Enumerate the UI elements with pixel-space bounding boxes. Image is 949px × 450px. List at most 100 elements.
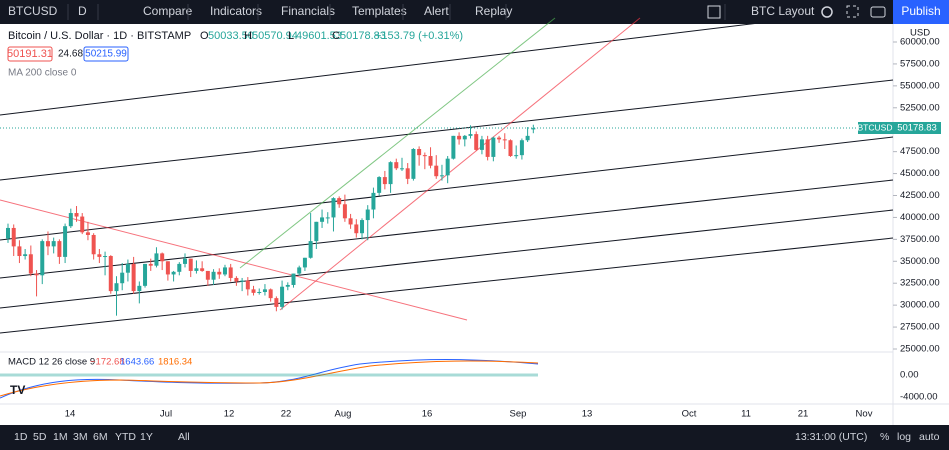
layout-name[interactable]: BTC Layout (751, 4, 815, 18)
time-label: 16 (422, 409, 433, 420)
price-tick-label: 37500.00 (900, 234, 940, 245)
candle-body (399, 168, 404, 170)
scale-option[interactable]: auto (919, 431, 940, 443)
scale-option[interactable]: log (897, 431, 911, 443)
symbol[interactable]: BTCUSD (8, 4, 58, 18)
candle-body (125, 263, 130, 273)
candle-body (325, 217, 330, 219)
candle-body (508, 140, 513, 157)
bottom-bar (0, 425, 949, 450)
time-label: 14 (65, 409, 76, 420)
range-button[interactable]: 1D (14, 431, 28, 443)
fullscreen-icon[interactable] (846, 5, 859, 18)
candle-body (302, 257, 307, 268)
range-button[interactable]: 5D (33, 431, 47, 443)
ohlc-value: 50178.83 (340, 30, 386, 42)
candle-body (131, 263, 136, 292)
candle-body (137, 285, 142, 292)
candle-body (525, 135, 530, 141)
ask: 50215.99 (85, 49, 127, 60)
price-tick-label: 40000.00 (900, 212, 940, 223)
separators (67, 4, 726, 20)
price-tick-label: 45000.00 (900, 168, 940, 179)
candle-body (354, 224, 359, 234)
ask-box[interactable] (83, 46, 129, 62)
range-button[interactable]: All (178, 431, 190, 443)
icon[interactable] (707, 5, 721, 19)
candle-body (51, 241, 56, 247)
candle-body (485, 139, 490, 157)
chart-area (0, 24, 949, 425)
time-label: Nov (856, 409, 873, 420)
ma-label: MA 200 close 0 (8, 68, 77, 79)
candle-body (17, 246, 22, 257)
candle-body (314, 221, 319, 242)
price-tick-label: 47500.00 (900, 146, 940, 157)
trend-line (279, 17, 641, 311)
candle-body (411, 149, 416, 179)
candle-body (222, 267, 227, 275)
candle-body (531, 128, 536, 130)
candle-body (211, 271, 216, 280)
candle-body (143, 263, 148, 286)
range-button[interactable]: 1Y (140, 431, 153, 443)
time-label: Jul (160, 409, 172, 420)
candle-body (80, 216, 85, 233)
candle-body (417, 149, 422, 156)
candle-body (34, 273, 39, 276)
scale-option[interactable]: % (880, 431, 889, 443)
currency[interactable]: USD (910, 28, 930, 39)
settings-icon[interactable] (821, 6, 833, 18)
price-tick-label: 32500.00 (900, 278, 940, 289)
candle-body (177, 263, 182, 272)
range-button[interactable]: YTD (115, 431, 136, 443)
toolbar-button[interactable]: Indicators (210, 4, 262, 18)
candle-body (97, 254, 102, 257)
macd-line: 1643.66 (120, 357, 154, 368)
ohlc-key: H (244, 30, 252, 42)
range-button[interactable]: 6M (93, 431, 108, 443)
toolbar-button[interactable]: Compare (143, 4, 193, 18)
time-label: Oct (682, 409, 697, 420)
price-tick-label: 60000.00 (900, 37, 940, 48)
range-button[interactable]: 3M (73, 431, 88, 443)
ohlc-key: O (200, 30, 209, 42)
candle-body (462, 135, 467, 140)
legend-title: Bitcoin / U.S. Dollar · 1D · BITSTAMP (8, 30, 191, 42)
toolbar-button[interactable]: Financials (281, 4, 335, 18)
candle-body (45, 241, 50, 247)
bid-box[interactable] (7, 46, 53, 62)
publish-label[interactable]: Publish (901, 4, 940, 18)
candle-body (11, 227, 16, 247)
candle-body (234, 277, 239, 282)
candle-body (183, 258, 188, 264)
range-button[interactable]: 1M (53, 431, 68, 443)
publish-button[interactable] (893, 0, 949, 24)
toolbar-button[interactable]: Replay (475, 4, 512, 18)
candle-body (120, 272, 125, 284)
candle-body (165, 261, 170, 275)
candle-body (434, 165, 439, 177)
candle-body (371, 192, 376, 210)
trend-line (0, 199, 468, 321)
candle-body (497, 137, 502, 140)
toolbar-button[interactable]: Templates (352, 4, 407, 18)
signal-line-path (0, 360, 539, 397)
interval[interactable]: D (78, 4, 87, 18)
candle-body (274, 298, 279, 307)
candle-body (217, 271, 222, 275)
snapshot-icon[interactable] (870, 6, 886, 18)
candle-body (365, 209, 370, 221)
price-tick-label: 30000.00 (900, 300, 940, 311)
candle-body (297, 267, 302, 274)
candle-body (308, 241, 313, 258)
ohlc-key: C (332, 30, 340, 42)
macd-tick: 0.00 (900, 370, 919, 381)
price-tick-label: 52500.00 (900, 102, 940, 113)
toolbar-button[interactable]: Alert (424, 4, 449, 18)
spread: 24.68 (58, 49, 83, 60)
time-label: 11 (741, 409, 751, 420)
legend-change: +153.79 (+0.31%) (375, 30, 463, 42)
